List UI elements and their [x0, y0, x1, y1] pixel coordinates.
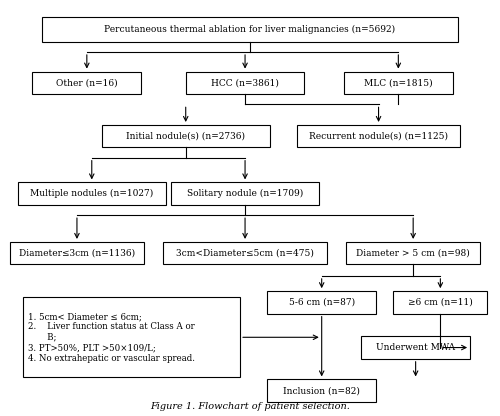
FancyBboxPatch shape [268, 379, 376, 402]
FancyBboxPatch shape [394, 291, 488, 314]
FancyBboxPatch shape [22, 297, 240, 377]
Text: Solitary nodule (n=1709): Solitary nodule (n=1709) [187, 189, 303, 198]
FancyBboxPatch shape [42, 17, 458, 42]
Text: Multiple nodules (n=1027): Multiple nodules (n=1027) [30, 189, 154, 198]
Text: HCC (n=3861): HCC (n=3861) [211, 78, 279, 87]
Text: ≥6 cm (n=11): ≥6 cm (n=11) [408, 298, 472, 307]
Text: Diameter≤3cm (n=1136): Diameter≤3cm (n=1136) [19, 249, 135, 258]
Text: Figure 1. Flowchart of patient selection.: Figure 1. Flowchart of patient selection… [150, 402, 350, 411]
FancyBboxPatch shape [18, 182, 166, 205]
Text: 1. 5cm< Diameter ≤ 6cm;
2.    Liver function status at Class A or
       B;
3. P: 1. 5cm< Diameter ≤ 6cm; 2. Liver functio… [28, 312, 196, 363]
Text: Other (n=16): Other (n=16) [56, 78, 118, 87]
Text: Percutaneous thermal ablation for liver malignancies (n=5692): Percutaneous thermal ablation for liver … [104, 25, 396, 34]
Text: Diameter > 5 cm (n=98): Diameter > 5 cm (n=98) [356, 249, 470, 258]
FancyBboxPatch shape [186, 72, 304, 94]
FancyBboxPatch shape [344, 72, 453, 94]
Text: MLC (n=1815): MLC (n=1815) [364, 78, 432, 87]
FancyBboxPatch shape [10, 242, 143, 265]
Text: Inclusion (n=82): Inclusion (n=82) [284, 386, 360, 395]
Text: Initial nodule(s) (n=2736): Initial nodule(s) (n=2736) [126, 132, 245, 141]
Text: 3cm<Diameter≤5cm (n=475): 3cm<Diameter≤5cm (n=475) [176, 249, 314, 258]
FancyBboxPatch shape [164, 242, 326, 265]
Text: Underwent MWA: Underwent MWA [376, 343, 455, 352]
Text: 5-6 cm (n=87): 5-6 cm (n=87) [288, 298, 355, 307]
FancyBboxPatch shape [361, 336, 470, 359]
FancyBboxPatch shape [346, 242, 480, 265]
FancyBboxPatch shape [102, 125, 270, 147]
Text: Recurrent nodule(s) (n=1125): Recurrent nodule(s) (n=1125) [309, 132, 448, 141]
FancyBboxPatch shape [268, 291, 376, 314]
FancyBboxPatch shape [171, 182, 319, 205]
FancyBboxPatch shape [32, 72, 141, 94]
FancyBboxPatch shape [297, 125, 460, 147]
